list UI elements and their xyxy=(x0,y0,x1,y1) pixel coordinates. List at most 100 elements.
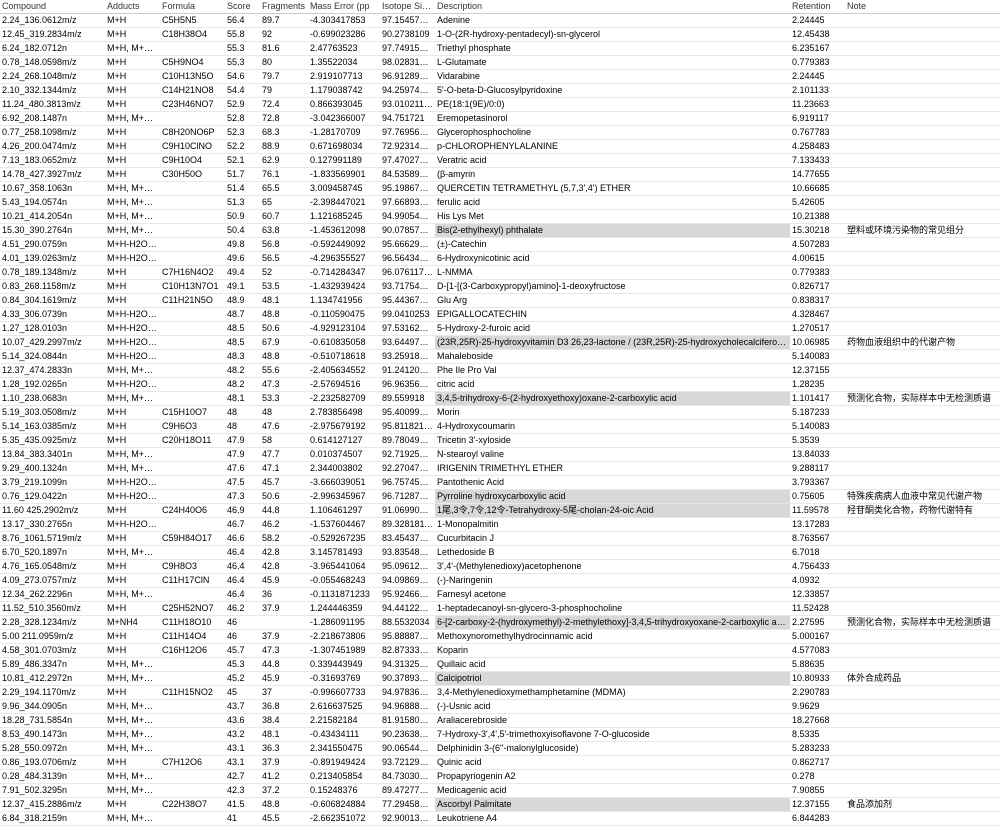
table-row[interactable]: 2.24_136.0612m/zM+HC5H5N556.489.7-4.3034… xyxy=(0,14,1000,28)
cell-masserr: -0.996607733 xyxy=(308,686,380,700)
table-row[interactable]: 2.10_332.1344m/zM+HC14H21NO854.4791.1790… xyxy=(0,84,1000,98)
cell-formula xyxy=(160,658,225,672)
cell-compound: 9.29_400.1324n xyxy=(0,462,105,476)
cell-score: 47.5 xyxy=(225,476,260,490)
cell-masserr: -0.31693769 xyxy=(308,672,380,686)
col-description[interactable]: Description xyxy=(435,0,790,14)
table-row[interactable]: 12.37_415.2886m/zM+HC22H38O741.548.8-0.6… xyxy=(0,798,1000,812)
table-row[interactable]: 10.81_412.2972nM+H, M+NaC27H40O345.245.9… xyxy=(0,672,1000,686)
cell-isotope: 93.83548638 xyxy=(380,546,435,560)
col-note[interactable]: Note xyxy=(845,0,1000,14)
table-row[interactable]: 5.28_550.0972nM+H, M+NaC24H22O1543.136.3… xyxy=(0,742,1000,756)
table-row[interactable]: 5.14_163.0385m/zM+HC9H6O34847.6-2.975679… xyxy=(0,420,1000,434)
cell-description: Methoxynoromethylhydrocinnamic acid xyxy=(435,630,790,644)
table-row[interactable]: 12.45_319.2834m/zM+HC18H38O455.892-0.699… xyxy=(0,28,1000,42)
table-row[interactable]: 12.37_474.2833nM+H, M+NaC25H38N4O48.255.… xyxy=(0,364,1000,378)
table-row[interactable]: 9.96_344.0905nM+H, M+NaC15H16O743.736.82… xyxy=(0,700,1000,714)
table-row[interactable]: 6.92_208.1487nM+H, M+H2O, C13H21NO252.87… xyxy=(0,112,1000,126)
table-row[interactable]: 1.27_128.0103nM+H-H2O, C5H4O448.550.6-4.… xyxy=(0,322,1000,336)
cell-score: 45.2 xyxy=(225,672,260,686)
table-row[interactable]: 0.77_258.1098m/zM+HC8H20NO6P52.368.3-1.2… xyxy=(0,126,1000,140)
table-row[interactable]: 4.58_301.0703m/zM+HC16H12O645.747.3-1.30… xyxy=(0,644,1000,658)
table-row[interactable]: 4.33_306.0739nM+H-H2O, C15H14O748.748.8-… xyxy=(0,308,1000,322)
table-row[interactable]: 8.76_1061.5719m/zM+HC59H84O1746.658.2-0.… xyxy=(0,532,1000,546)
col-isotope[interactable]: Isotope Simila xyxy=(380,0,435,14)
table-row[interactable]: 5.43_194.0574nM+H, M+NaC10H10O451.365-2.… xyxy=(0,196,1000,210)
table-row[interactable]: 0.78_189.1348m/zM+HC7H16N4O249.452-0.714… xyxy=(0,266,1000,280)
table-row[interactable]: 7.13_183.0652m/zM+HC9H10O452.162.90.1279… xyxy=(0,154,1000,168)
table-row[interactable]: 15.30_390.2764nM+H, M+NaC24H38O450.463.8… xyxy=(0,224,1000,238)
cell-isotope: 91.24120659 xyxy=(380,364,435,378)
cell-retention: 4.507283 xyxy=(790,238,845,252)
cell-masserr: 1.121685245 xyxy=(308,210,380,224)
table-row[interactable]: 0.76_129.0422nM+H-H2O, C5H7NO347.350.6-2… xyxy=(0,490,1000,504)
cell-note xyxy=(845,126,1000,140)
table-row[interactable]: 5.89_486.3347nM+H, M+NaC30H46O545.344.80… xyxy=(0,658,1000,672)
table-row[interactable]: 4.51_290.0759nM+H-H2O, C15H14O649.856.8-… xyxy=(0,238,1000,252)
cell-adducts: M+H-H2O, C5H7NO3 xyxy=(105,490,160,504)
table-row[interactable]: 4.09_273.0757m/zM+HC11H17ClN46.445.9-0.0… xyxy=(0,574,1000,588)
cell-description: Propapyriogenin A2 xyxy=(435,770,790,784)
cell-score: 46.4 xyxy=(225,546,260,560)
col-fragments[interactable]: Fragments xyxy=(260,0,308,14)
table-row[interactable]: 7.91_502.3295nM+H, M+NaC30H46O642.337.20… xyxy=(0,784,1000,798)
cell-formula xyxy=(160,784,225,798)
table-row[interactable]: 4.26_200.0474m/zM+HC9H10ClNO52.288.90.67… xyxy=(0,140,1000,154)
table-row[interactable]: 1.10_238.0683nM+H, M+NaC8H14O848.153.3-2… xyxy=(0,392,1000,406)
table-row[interactable]: 4.01_139.0263m/zM+H-H2O, C6H5NO349.656.5… xyxy=(0,252,1000,266)
cell-isotope: 94.97836333 xyxy=(380,686,435,700)
cell-note xyxy=(845,252,1000,266)
table-row[interactable]: 0.86_193.0706m/zM+HC7H12O643.137.9-0.891… xyxy=(0,756,1000,770)
cell-adducts: M+H, M+NaC6H15O4P xyxy=(105,42,160,56)
cell-retention: 9.288117 xyxy=(790,462,845,476)
table-row[interactable]: 2.28_328.1234m/zM+NH4C11H18O1046-1.28609… xyxy=(0,616,1000,630)
cell-retention: 6.235167 xyxy=(790,42,845,56)
cell-score: 51.3 xyxy=(225,196,260,210)
col-score[interactable]: Score xyxy=(225,0,260,14)
col-formula[interactable]: Formula xyxy=(160,0,225,14)
cell-description: 3',4'-(Methylenedioxy)acetophenone xyxy=(435,560,790,574)
table-row[interactable]: 13.17_330.2765nM+H-H2O, C19H38O446.746.2… xyxy=(0,518,1000,532)
table-row[interactable]: 0.83_268.1158m/zM+HC10H13N7O149.153.5-1.… xyxy=(0,280,1000,294)
table-row[interactable]: 12.34_262.2296nM+H, M+NaC15H30O346.436-0… xyxy=(0,588,1000,602)
table-row[interactable]: 5.00 211.0959m/zM+HC11H14O44637.9-2.2186… xyxy=(0,630,1000,644)
table-row[interactable]: 1.28_192.0265nM+H-H2O, C6H8O748.247.3-2.… xyxy=(0,378,1000,392)
table-row[interactable]: 0.84_304.1619m/zM+HC11H21N5O48.948.11.13… xyxy=(0,294,1000,308)
table-row[interactable]: 8.53_490.1473nM+H, M+NaC24H26O1143.248.1… xyxy=(0,728,1000,742)
table-row[interactable]: 5.35_435.0925m/zM+HC20H18O1147.9580.6141… xyxy=(0,434,1000,448)
table-row[interactable]: 18.28_731.5854nM+H, M+NaC40H77NO1043.638… xyxy=(0,714,1000,728)
table-row[interactable]: 2.29_194.1170m/zM+HC11H15NO24537-0.99660… xyxy=(0,686,1000,700)
table-row[interactable]: 13.84_383.3401nM+H, M+NaC23H45NO247.947.… xyxy=(0,448,1000,462)
table-row[interactable]: 3.79_219.1099nM+H-H2O, C9H17NO347.545.7-… xyxy=(0,476,1000,490)
table-row[interactable]: 11.24_480.3813m/zM+HC23H46NO752.972.40.8… xyxy=(0,98,1000,112)
table-row[interactable]: 9.29_400.1324nM+H, M+NaC21H20O847.647.12… xyxy=(0,462,1000,476)
col-compound[interactable]: Compound xyxy=(0,0,105,14)
cell-description: Calcipotriol xyxy=(435,672,790,686)
cell-masserr: -2.218673806 xyxy=(308,630,380,644)
cell-isotope: 93.64497672 xyxy=(380,336,435,350)
table-row[interactable]: 10.67_358.1063nM+H, M+NaC19H18O751.465.5… xyxy=(0,182,1000,196)
col-masserr[interactable]: Mass Error (pp xyxy=(308,0,380,14)
table-row[interactable]: 11.60 425.2902m/zM+HC24H40O646.944.81.10… xyxy=(0,504,1000,518)
table-row[interactable]: 11.52_510.3560m/zM+HC25H52NO746.237.91.2… xyxy=(0,602,1000,616)
table-row[interactable]: 10.21_414.2054nM+H, M+H-C17H30N6O50.960.… xyxy=(0,210,1000,224)
cell-isotope: 94.09869031 xyxy=(380,574,435,588)
table-row[interactable]: 5.19_303.0508m/zM+HC15H10O748482.7838564… xyxy=(0,406,1000,420)
cell-note xyxy=(845,42,1000,56)
table-row[interactable]: 0.28_484.3139nM+H, M+NaC30H44O542.741.20… xyxy=(0,770,1000,784)
col-retention[interactable]: Retention xyxy=(790,0,845,14)
cell-adducts: M+H xyxy=(105,14,160,28)
table-row[interactable]: 14.78_427.3927m/zM+HC30H50O51.776.1-1.83… xyxy=(0,168,1000,182)
table-row[interactable]: 10.07_429.2997m/zM+H-H2O, C27H42O448.567… xyxy=(0,336,1000,350)
table-row[interactable]: 6.84_318.2159nM+H, M+H-H2O, C20H30O34145… xyxy=(0,812,1000,826)
table-row[interactable]: 2.24_268.1048m/zM+HC10H13N5O54.679.72.91… xyxy=(0,70,1000,84)
col-adducts[interactable]: Adducts xyxy=(105,0,160,14)
table-row[interactable]: 4.76_165.0548m/zM+HC9H8O346.442.8-3.9654… xyxy=(0,560,1000,574)
table-row[interactable]: 6.24_182.0712nM+H, M+NaC6H15O4P55.381.62… xyxy=(0,42,1000,56)
cell-description: Koparin xyxy=(435,644,790,658)
table-row[interactable]: 6.70_520.1897nM+H, M+NaC25H28O1246.442.8… xyxy=(0,546,1000,560)
table-row[interactable]: 5.14_324.0844nM+H-H2O, C15H16O848.348.8-… xyxy=(0,350,1000,364)
cell-isotope: 93.25918484 xyxy=(380,350,435,364)
cell-compound: 5.43_194.0574n xyxy=(0,196,105,210)
table-row[interactable]: 0.78_148.0598m/zM+HC5H9NO455.3801.355220… xyxy=(0,56,1000,70)
